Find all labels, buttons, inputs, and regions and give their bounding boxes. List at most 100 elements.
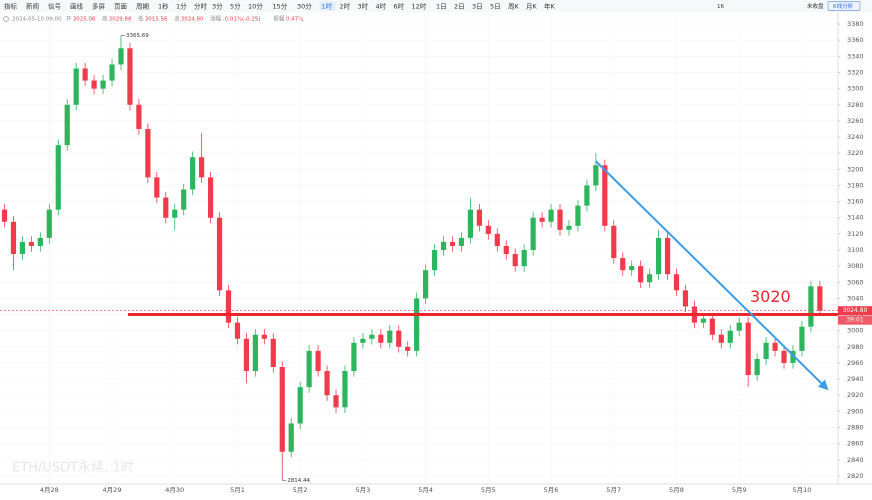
toolbar-button[interactable]: 3日 — [472, 3, 483, 11]
y-tick-label: 3380 — [847, 20, 864, 28]
candle-body — [673, 274, 680, 291]
candle-body — [279, 367, 285, 452]
candle-body — [682, 290, 689, 307]
y-tick-label: 3120 — [847, 230, 864, 238]
x-tick-label: 5月9 — [732, 486, 747, 494]
toolbar-button[interactable]: 15分 — [273, 2, 288, 11]
candle-body — [351, 342, 357, 372]
info-icon — [3, 16, 9, 22]
toolbar-button[interactable]: 1秒 — [158, 2, 169, 11]
toolbar-button[interactable]: 2时 — [340, 2, 351, 11]
candle-body — [145, 128, 151, 178]
toolbar-button[interactable]: 月K — [526, 3, 538, 11]
toolbar-button[interactable]: 指标 — [4, 2, 18, 11]
candle-body — [799, 326, 805, 351]
toolbar-button[interactable]: 3时 — [358, 2, 369, 11]
low-label: 2814.44 — [287, 478, 310, 484]
toolbar-button[interactable]: 6时 — [394, 2, 405, 11]
toolbar-button[interactable]: 页面 — [114, 3, 128, 11]
toolbar-button[interactable]: 多屏 — [92, 2, 106, 11]
x-tick-label: 5月6 — [544, 486, 559, 494]
countdown: 39:01 — [846, 317, 863, 324]
candle-body — [100, 80, 106, 89]
candle-body — [512, 254, 518, 267]
candle-body — [414, 298, 420, 351]
info-label: 振幅 — [273, 15, 285, 23]
y-tick-label: 2920 — [847, 391, 864, 399]
toolbar-button[interactable]: 分时 — [194, 2, 208, 11]
candle-body — [324, 371, 330, 396]
toolbar-button[interactable]: 年K — [544, 2, 556, 11]
y-tick-label: 3220 — [847, 149, 864, 157]
candle-body — [754, 358, 760, 376]
candle-body — [440, 241, 447, 250]
toolbar-button[interactable]: 1分 — [176, 2, 187, 11]
y-tick-label: 3280 — [847, 101, 864, 109]
candle-body — [172, 209, 178, 218]
y-tick-label: 3180 — [847, 181, 864, 189]
candle-body — [378, 334, 384, 343]
y-tick-label: 3200 — [847, 165, 864, 173]
candle-body — [261, 334, 267, 339]
toolbar-right[interactable]: K线分析 — [833, 2, 854, 10]
candle-body — [199, 157, 205, 178]
toolbar-button[interactable]: 10分 — [248, 2, 263, 11]
toolbar-button[interactable]: 5日 — [490, 3, 501, 11]
y-tick-label: 3240 — [847, 133, 864, 141]
candle-body — [136, 104, 142, 129]
y-tick-label: 3060 — [847, 278, 864, 286]
toolbar-button[interactable]: 画线 — [70, 2, 84, 11]
candle-body — [252, 334, 258, 372]
x-tick-label: 5月5 — [481, 486, 496, 494]
trendline — [595, 160, 829, 391]
y-tick-label: 3320 — [847, 68, 864, 76]
toolbar-button[interactable]: 5分 — [230, 2, 241, 11]
toolbar-button[interactable]: 3分 — [212, 2, 223, 11]
info-label: 涨幅 — [210, 15, 222, 23]
candle-body — [494, 233, 500, 246]
candle-body — [772, 342, 778, 351]
last-price-box — [838, 306, 872, 316]
candle-body — [485, 225, 491, 234]
toolbar-button[interactable]: 2日 — [454, 3, 465, 11]
candle-body — [718, 334, 724, 343]
analysis-btn-bg — [827, 1, 861, 11]
candle-body — [288, 423, 294, 452]
toolbar-button[interactable]: 信号 — [48, 2, 62, 11]
watermark: ETH/USDT永续, 1时 — [12, 461, 134, 476]
candle-body — [763, 342, 769, 359]
info-value: 3015.56 — [145, 17, 168, 23]
candle-body — [664, 237, 671, 275]
info-value: -0.01%(-0.25) — [223, 17, 261, 23]
countdown-box — [838, 315, 872, 325]
toolbar-right[interactable]: 未收盘 — [807, 2, 824, 10]
candle-body — [64, 104, 70, 146]
candle-body — [225, 290, 232, 323]
y-tick-label: 3360 — [847, 36, 864, 44]
toolbar-button[interactable]: 12时 — [412, 2, 427, 11]
high-label: 3365.69 — [126, 33, 149, 39]
y-tick-label: 2820 — [847, 472, 864, 480]
candle-body — [1, 209, 8, 222]
toolbar-button[interactable]: 1日 — [436, 3, 447, 11]
toolbar-button[interactable]: 周期 — [136, 3, 150, 11]
toolbar-button[interactable]: 新闻 — [26, 2, 39, 11]
candle-body — [190, 157, 196, 190]
candle-body — [817, 286, 823, 311]
candle-body — [37, 237, 43, 246]
toolbar-button[interactable]: 1时 — [322, 2, 333, 11]
candle-body — [91, 80, 97, 89]
toolbar-button[interactable]: 30分 — [297, 2, 312, 11]
x-tick-label: 5月10 — [792, 486, 811, 494]
y-tick-label: 2860 — [847, 440, 864, 448]
toolbar-active — [319, 1, 336, 11]
candle-body — [602, 165, 608, 226]
toolbar-right[interactable]: 16 — [717, 4, 724, 10]
toolbar-button[interactable]: 4时 — [376, 2, 387, 11]
y-tick-label: 3300 — [847, 85, 864, 93]
x-tick-label: 4月30 — [165, 486, 184, 494]
candle-body — [154, 177, 160, 198]
y-tick-label: 3140 — [847, 214, 864, 222]
y-tick-label: 3080 — [847, 262, 864, 270]
toolbar-button[interactable]: 周K — [508, 3, 520, 11]
